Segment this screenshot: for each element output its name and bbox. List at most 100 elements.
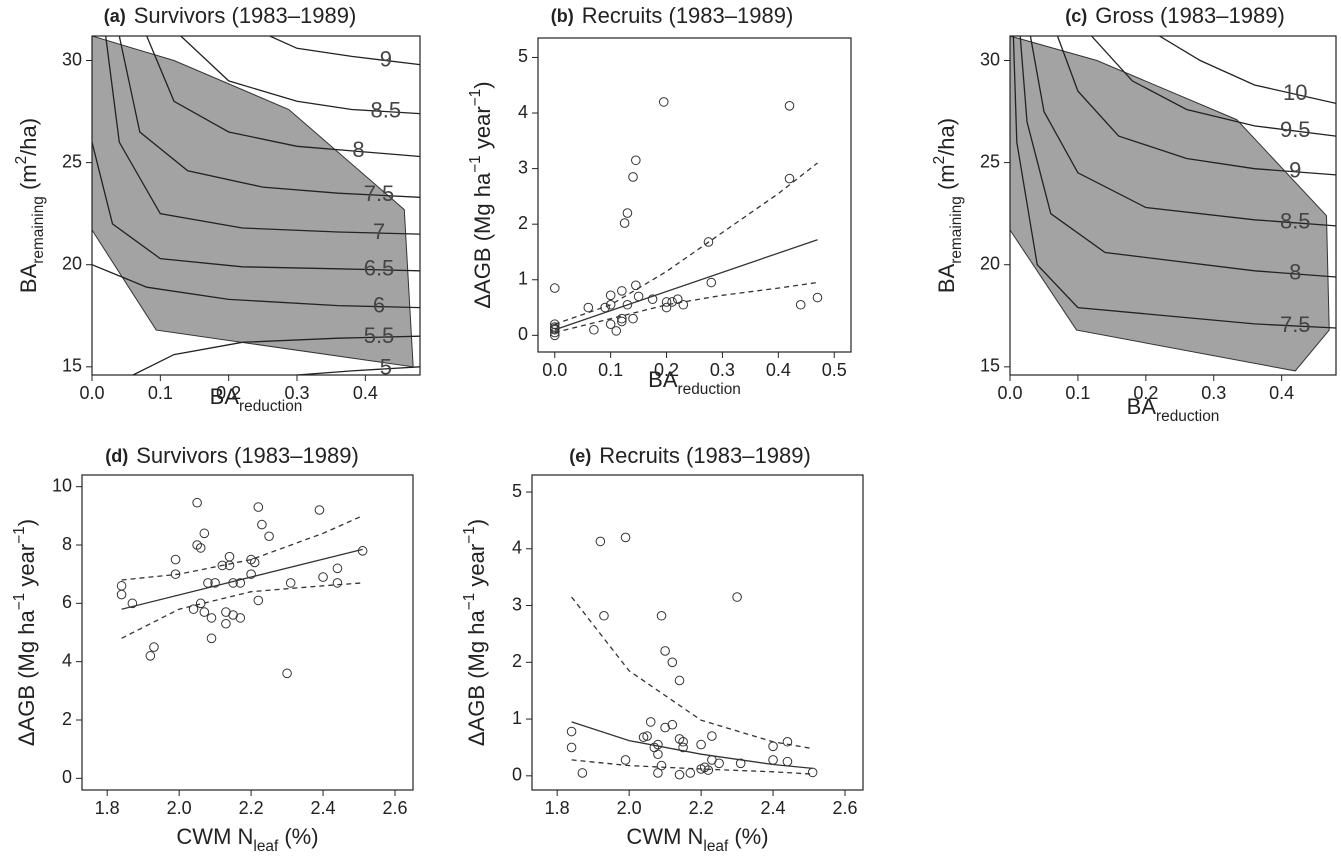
point xyxy=(206,613,217,623)
label-sup: −1 xyxy=(467,89,484,107)
point xyxy=(332,578,343,588)
point xyxy=(235,578,246,588)
plot-frame xyxy=(81,474,414,791)
x-tick-label: 0.2 xyxy=(1133,383,1158,403)
panel-label: (a) xyxy=(104,6,126,26)
y-axis-title: BAremaining (m2/ha) xyxy=(13,118,47,293)
point xyxy=(566,726,577,737)
contour-label: 6 xyxy=(373,292,385,317)
point xyxy=(228,578,238,588)
label-sup: −1 xyxy=(467,155,484,173)
point xyxy=(246,569,256,579)
y-tick-label: 25 xyxy=(980,151,1000,171)
panel: 0.0 0.1 0.2 0.3 0.4 0.5 0 1 2 3 4 5 (b) Recruits (198… xyxy=(467,3,852,398)
y-tick-label: 0 xyxy=(518,324,528,344)
point xyxy=(235,613,246,623)
y-tick-label: 15 xyxy=(980,356,1000,376)
point xyxy=(199,607,210,617)
x-tick-label: 0.1 xyxy=(1065,383,1090,403)
ci-lower xyxy=(554,281,818,334)
contour-label: 9.5 xyxy=(1280,117,1311,142)
label-part: CWM N xyxy=(626,824,703,849)
x-tick-label: 0.3 xyxy=(1201,383,1226,403)
label-sub: leaf xyxy=(703,838,729,855)
point xyxy=(667,657,678,668)
contour-line xyxy=(92,264,420,309)
point xyxy=(246,554,256,565)
point xyxy=(660,646,670,656)
point xyxy=(622,208,633,218)
x-tick-label: 0.3 xyxy=(284,383,309,403)
y-tick-label: 1 xyxy=(518,269,528,289)
contour-line xyxy=(1091,36,1336,137)
x-tick-label: 0.4 xyxy=(766,360,791,380)
plot-background xyxy=(538,38,851,352)
y-tick-label: 1 xyxy=(512,708,522,728)
y-tick-label: 2 xyxy=(518,213,528,233)
chart-title: (a) Survivors (1983–1989) xyxy=(104,3,357,28)
x-axis-title: BAreduction xyxy=(1127,394,1220,425)
x-tick-label: 1.8 xyxy=(95,798,120,818)
point xyxy=(549,330,560,341)
point xyxy=(264,531,274,542)
y-tick-label: 4 xyxy=(62,650,72,670)
point xyxy=(661,297,672,307)
label-part: /ha) xyxy=(16,118,41,156)
point xyxy=(631,155,641,166)
point xyxy=(566,742,577,753)
point xyxy=(678,736,688,747)
y-tick-label: 0 xyxy=(62,767,72,787)
contour-line xyxy=(1159,36,1336,105)
point xyxy=(600,302,610,313)
contour-line xyxy=(1056,36,1336,176)
y-tick-label: 30 xyxy=(980,49,1000,69)
point xyxy=(628,172,638,182)
x-tick-label: 0.1 xyxy=(598,360,623,380)
title-text: Survivors (1983–1989) xyxy=(134,3,357,28)
label-part: ) xyxy=(470,81,495,88)
chart-title: (e) Recruits (1983–1989) xyxy=(569,443,811,468)
y-tick-label: 20 xyxy=(980,253,1000,273)
contour-line xyxy=(180,36,420,115)
x-tick-label: 2.0 xyxy=(617,798,642,818)
label-part: ) xyxy=(464,519,489,526)
point xyxy=(605,319,616,330)
y-tick-label: 5 xyxy=(512,481,522,501)
label-part: (%) xyxy=(728,824,768,849)
point xyxy=(619,218,630,228)
contour-label: 8 xyxy=(352,137,364,162)
point xyxy=(221,618,231,629)
x-tick-label: 0.4 xyxy=(1269,383,1294,403)
hull xyxy=(1010,36,1330,372)
label-sub: reduction xyxy=(678,381,741,398)
point xyxy=(782,756,793,767)
label-sub: remaining xyxy=(948,196,965,264)
contour-label: 5.5 xyxy=(364,323,395,348)
y-tick-label: 0 xyxy=(512,765,522,785)
plot-area: 10 9.5 9 8.5 8 7.5 xyxy=(1010,36,1336,372)
panel-label: (d) xyxy=(105,446,128,466)
panel: 1.8 2.0 2.2 2.4 2.6 0 2 4 6 8 10 (d) Survivors (1983… xyxy=(11,443,414,855)
point xyxy=(661,302,672,313)
contour-label: 8.5 xyxy=(1280,209,1311,234)
point xyxy=(605,290,616,301)
point xyxy=(674,734,685,744)
x-tick-label: 2.4 xyxy=(311,798,336,818)
point xyxy=(605,299,616,310)
y-tick-label: 10 xyxy=(52,475,72,495)
point xyxy=(631,280,641,291)
contour-line xyxy=(1029,36,1336,227)
contour-line xyxy=(1012,36,1336,329)
point xyxy=(647,294,658,305)
label-part: year xyxy=(464,544,489,593)
point xyxy=(611,326,622,336)
y-tick-label: 20 xyxy=(62,253,82,273)
x-tick-label: 1.8 xyxy=(545,798,570,818)
y-tick-label: 15 xyxy=(62,356,82,376)
y-tick-label: 4 xyxy=(512,538,522,558)
point xyxy=(703,237,714,247)
plot-frame xyxy=(531,474,864,791)
point xyxy=(784,101,795,111)
point xyxy=(583,302,594,313)
label-sup: 2 xyxy=(931,156,948,165)
